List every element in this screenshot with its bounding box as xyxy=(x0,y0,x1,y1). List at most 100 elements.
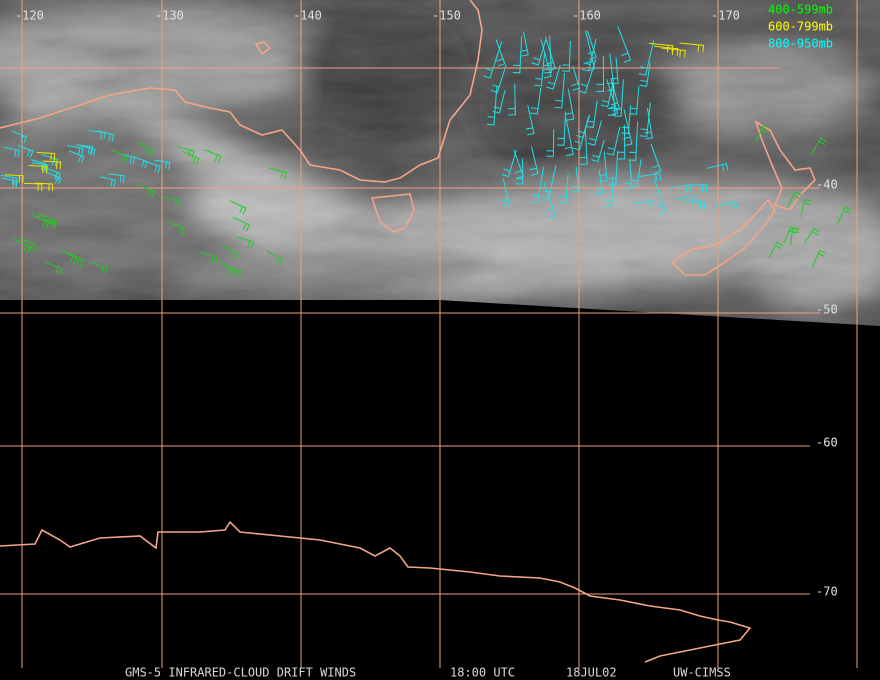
latitude-label: -70 xyxy=(816,585,838,599)
wind-barb xyxy=(501,178,510,207)
wind-barb xyxy=(32,214,50,230)
wind-barb xyxy=(490,64,507,94)
wind-barb xyxy=(235,236,254,249)
wind-barb xyxy=(229,200,247,215)
wind-barb xyxy=(617,26,632,63)
wind-barb xyxy=(37,213,56,227)
wind-barb xyxy=(137,184,156,198)
wind-barb xyxy=(520,31,529,57)
wind-barb xyxy=(586,100,598,129)
wind-barb xyxy=(546,64,561,90)
wind-barb xyxy=(686,184,708,192)
wind-barb xyxy=(599,151,608,182)
wind-barb xyxy=(556,111,567,146)
wind-barb xyxy=(486,86,498,126)
wind-barb xyxy=(800,199,812,218)
wind-barb xyxy=(639,62,651,87)
legend: 400-599mb 600-799mb 800-950mb xyxy=(768,3,833,51)
wind-barb xyxy=(607,82,616,116)
legend-entry: 600-799mb xyxy=(768,20,833,34)
wind-barb xyxy=(541,164,557,200)
longitude-label: -160 xyxy=(572,9,601,23)
wind-barb xyxy=(638,40,655,76)
wind-barb xyxy=(483,41,503,79)
wind-barb xyxy=(565,88,575,121)
footer-product: GMS-5 INFRARED-CLOUD DRIFT WINDS xyxy=(125,666,356,680)
wind-barb xyxy=(515,158,524,185)
wind-barb xyxy=(562,41,571,72)
wind-barb xyxy=(768,241,784,259)
wind-barb xyxy=(266,250,284,266)
wind-barb xyxy=(162,196,181,208)
wind-barb xyxy=(608,151,619,186)
wind-barb xyxy=(13,238,31,254)
wind-barb xyxy=(68,150,85,164)
wind-barb xyxy=(544,36,556,72)
latitude-label: -50 xyxy=(816,303,838,317)
wind-barb xyxy=(578,58,597,94)
wind-barb xyxy=(136,141,154,157)
wind-barb xyxy=(67,145,84,156)
longitude-label: -120 xyxy=(15,9,44,23)
wind-barb xyxy=(811,137,828,155)
wind-barb xyxy=(639,102,651,138)
wind-barb xyxy=(591,139,605,163)
wind-barb xyxy=(224,267,243,279)
wind-barb xyxy=(530,166,545,204)
grid xyxy=(0,0,858,668)
wind-barb xyxy=(1,177,18,189)
wind-barb xyxy=(604,178,613,207)
wind-barb xyxy=(88,130,106,140)
wind-barb xyxy=(0,174,18,186)
wind-barb xyxy=(525,105,535,136)
wind-barb xyxy=(571,65,581,91)
wind-barb xyxy=(144,160,161,174)
wind-barb xyxy=(99,176,117,188)
wind-barb xyxy=(268,167,287,180)
wind-barb xyxy=(606,126,621,156)
wind-barb xyxy=(595,169,604,195)
wind-barb xyxy=(508,83,516,116)
wind-barb xyxy=(629,159,642,188)
longitude-label: -170 xyxy=(711,9,740,23)
wind-barb xyxy=(564,118,574,157)
wind-barb xyxy=(579,129,588,166)
wind-barb xyxy=(182,150,200,166)
wind-barb xyxy=(790,227,800,247)
wind-barb xyxy=(3,146,20,158)
wind-barb xyxy=(581,38,597,72)
wind-barb xyxy=(639,172,662,182)
latitude-label: -40 xyxy=(816,178,838,192)
wind-barb xyxy=(837,206,852,224)
wind-barb xyxy=(596,55,605,93)
antarctica-coast xyxy=(0,520,752,663)
wind-barb xyxy=(5,174,24,183)
wind-barb xyxy=(621,105,632,134)
wind-barb xyxy=(617,124,626,160)
footer-date: 18JUL02 xyxy=(566,666,617,680)
wind-barb xyxy=(42,160,62,170)
wind-barb xyxy=(495,39,506,67)
island-coast xyxy=(254,41,272,56)
wind-barb xyxy=(30,159,47,172)
wind-barb xyxy=(44,261,63,276)
wind-barb xyxy=(11,130,28,144)
wind-barb xyxy=(803,227,821,244)
wind-barb xyxy=(199,252,218,265)
wind-barb xyxy=(34,182,54,192)
footer-time: 18:00 UTC xyxy=(450,666,515,680)
wind-barb xyxy=(812,249,827,268)
wind-barb xyxy=(232,216,250,232)
wind-barb xyxy=(653,178,667,215)
wind-barb xyxy=(755,124,771,142)
legend-entry: 400-599mb xyxy=(768,3,833,17)
wind-barb xyxy=(23,182,43,192)
longitude-label: -130 xyxy=(155,9,184,23)
wind-barb xyxy=(610,57,619,85)
wind-barb xyxy=(501,149,517,178)
wind-barb xyxy=(203,149,222,163)
wind-barb xyxy=(684,201,705,209)
tasmania-coast xyxy=(370,193,415,233)
footer-source: UW-CIMSS xyxy=(673,666,731,680)
